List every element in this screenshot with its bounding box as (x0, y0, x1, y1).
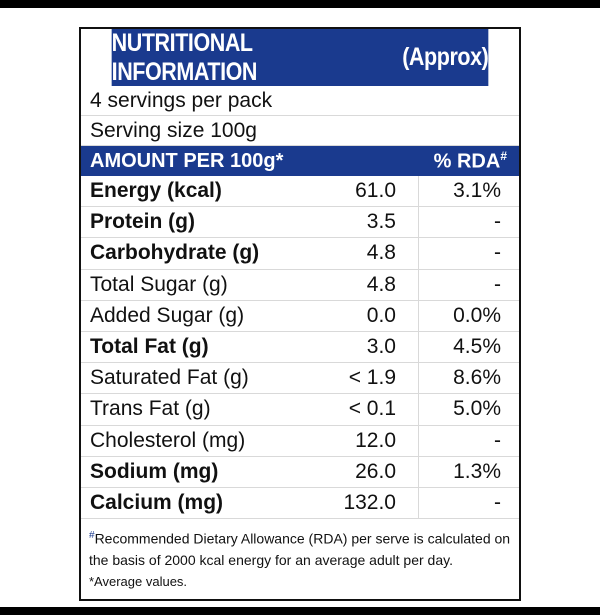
table-row: Carbohydrate (g) 4.8 - (81, 238, 519, 270)
table-row: Protein (g) 3.5 - (81, 207, 519, 239)
nutrient-rda: 4.5% (453, 335, 501, 359)
title-sub: (Approx) (402, 43, 489, 71)
nutrient-value: 0.0 (336, 300, 419, 331)
table-row: Added Sugar (g) 0.0 0.0% (81, 300, 519, 332)
nutrient-rda: 3.1% (453, 179, 501, 203)
footnote-mark: # (89, 530, 95, 542)
label-title: NUTRITIONAL INFORMATION (Approx) (111, 28, 489, 86)
nutrient-value: 4.8 (336, 269, 419, 300)
nutrient-rda: - (494, 428, 501, 452)
nutrient-name: Saturated Fat (g) (90, 366, 249, 390)
nutrient-value: 12.0 (336, 425, 419, 456)
nutrient-value: 132.0 (336, 487, 419, 519)
nutrient-rda: - (494, 241, 501, 265)
nutrient-name: Protein (g) (90, 210, 195, 234)
nutrient-value: 61.0 (336, 176, 419, 207)
nutrient-rda: - (494, 490, 501, 514)
nutrient-name: Cholesterol (mg) (90, 428, 246, 452)
average-footnote: *Average values. (89, 573, 188, 589)
nutrient-value: < 0.1 (336, 394, 419, 425)
nutrient-table: Energy (kcal) 61.0 3.1% Protein (g) 3.5- Carb… (81, 176, 519, 520)
table-row: Saturated Fat (g) < 1.9 8.6% (81, 363, 519, 395)
nutrient-rda: 1.3% (453, 459, 501, 483)
nutrient-name: Calcium (mg) (90, 490, 224, 514)
nutrient-value: 26.0 (336, 456, 419, 487)
nutrient-value: 3.0 (336, 331, 419, 363)
rda-mark: # (500, 148, 507, 163)
table-header: AMOUNT PER 100g* % RDA# (81, 146, 519, 176)
nutrient-rda: 8.6% (453, 366, 501, 390)
table-row: Energy (kcal) 61.0 3.1% (81, 176, 519, 208)
table-row: Total Fat (g) 3.0 4.5% (81, 331, 519, 364)
nutrient-name: Total Sugar (g) (90, 272, 228, 296)
serving-size: Serving size 100g (81, 116, 519, 146)
table-row: Total Sugar (g) 4.8 - (81, 269, 519, 301)
nutrient-name: Trans Fat (g) (90, 397, 211, 421)
table-row: Calcium (mg) 132.0 - (81, 487, 519, 520)
header-rda: % RDA# (433, 148, 507, 173)
title-main: NUTRITIONAL INFORMATION (111, 28, 258, 86)
nutrient-value: < 1.9 (336, 363, 419, 394)
nutrient-value: 3.5 (336, 207, 419, 238)
nutrient-name: Sodium (mg) (90, 459, 219, 483)
nutrient-rda: 0.0% (453, 303, 501, 327)
nutrient-name: Carbohydrate (g) (90, 241, 260, 265)
nutrient-name: Added Sugar (g) (90, 303, 245, 327)
nutrient-name: Total Fat (g) (90, 335, 209, 359)
footnotes: #Recommended Dietary Allowance (RDA) per… (81, 519, 519, 592)
label-background: NUTRITIONAL INFORMATION (Approx) 4 servi… (0, 8, 600, 607)
table-row: Sodium (mg) 26.0 1.3% (81, 456, 519, 488)
table-row: Cholesterol (mg) 12.0 - (81, 425, 519, 457)
table-row: Trans Fat (g) < 0.1 5.0% (81, 394, 519, 426)
nutrient-rda: 5.0% (453, 397, 501, 421)
nutrient-name: Energy (kcal) (90, 179, 222, 203)
header-amount: AMOUNT PER 100g* (90, 149, 284, 172)
rda-footnote: #Recommended Dietary Allowance (RDA) per… (89, 530, 511, 568)
nutrition-label: NUTRITIONAL INFORMATION (Approx) 4 servi… (79, 27, 521, 601)
nutrient-rda: - (494, 210, 501, 234)
nutrient-value: 4.8 (336, 238, 419, 269)
nutrient-rda: - (494, 272, 501, 296)
servings-per-pack: 4 servings per pack (81, 86, 519, 116)
